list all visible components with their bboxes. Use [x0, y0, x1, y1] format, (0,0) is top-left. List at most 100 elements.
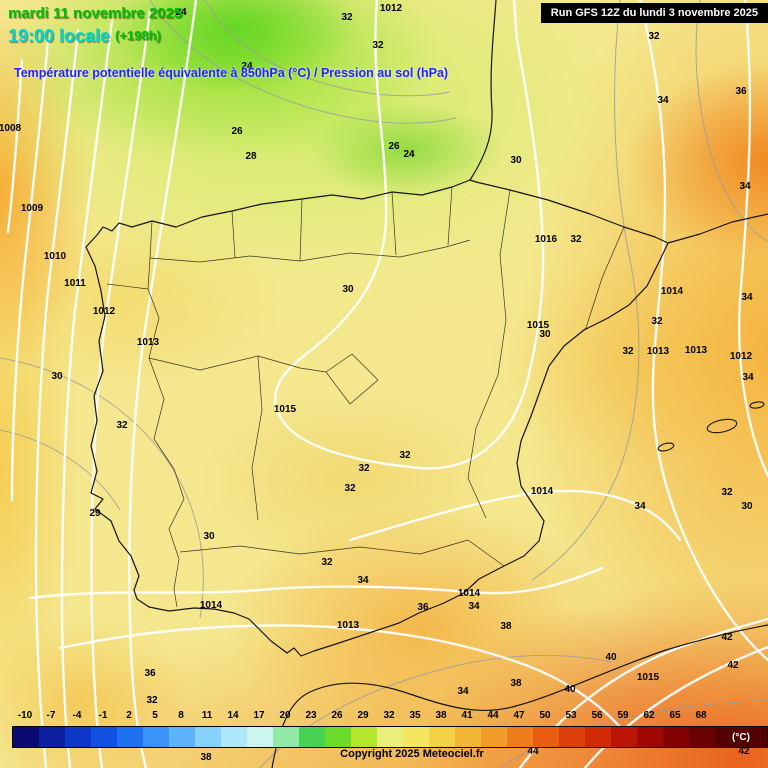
- pressure-label: 1011: [64, 278, 86, 289]
- scale-segment: [351, 727, 377, 747]
- scale-tick-label: 20: [279, 710, 291, 721]
- scale-segment: [559, 727, 585, 747]
- scale-tick-label: 11: [201, 710, 213, 721]
- pressure-label: 1016: [534, 234, 558, 245]
- pressure-label: 1015: [273, 404, 297, 415]
- scale-tick-label: 56: [591, 710, 603, 721]
- temperature-label: 24: [403, 149, 415, 160]
- temperature-label: 32: [372, 40, 384, 51]
- scale-segment: [403, 727, 429, 747]
- scale-tick-label: 38: [435, 710, 447, 721]
- pressure-isobars: [6, 0, 768, 768]
- pressure-label: 1015: [636, 672, 660, 683]
- scale-tick-label: 2: [126, 710, 132, 721]
- temperature-label: 44: [527, 746, 539, 757]
- pressure-label: 1014: [199, 600, 223, 611]
- copyright-label: Copyright 2025 Meteociel.fr: [340, 748, 484, 760]
- temperature-label: 38: [510, 678, 522, 689]
- temperature-label: 34: [468, 601, 480, 612]
- scale-segment: [663, 727, 689, 747]
- pressure-label: 1015: [526, 320, 550, 331]
- pressure-label: 1010: [43, 251, 67, 262]
- temperature-label: 34: [739, 181, 751, 192]
- temperature-label: 24: [175, 7, 187, 18]
- scale-tick-label: -7: [46, 710, 56, 721]
- temperature-label: 36: [144, 668, 156, 679]
- scale-tick-label: 17: [253, 710, 265, 721]
- temperature-label: 32: [321, 557, 333, 568]
- scale-tick-label: 26: [331, 710, 343, 721]
- temperature-label: 26: [231, 126, 243, 137]
- scale-unit-label: (°C): [715, 727, 767, 747]
- temperature-label: 40: [605, 652, 617, 663]
- scale-segment: [507, 727, 533, 747]
- scale-tick-label: 53: [565, 710, 577, 721]
- pressure-label: 1013: [684, 345, 708, 356]
- scale-tick-label: 65: [669, 710, 681, 721]
- temperature-label: 32: [116, 420, 128, 431]
- temperature-label: 29: [89, 508, 101, 519]
- scale-segment: [13, 727, 39, 747]
- temperature-label: 24: [241, 61, 253, 72]
- scale-segment: [273, 727, 299, 747]
- scale-segment: [39, 727, 65, 747]
- forecast-offset-label: (+198h): [115, 28, 161, 43]
- temperature-label: 34: [742, 372, 754, 383]
- scale-segment: [65, 727, 91, 747]
- time-label: 19:00 locale: [8, 26, 111, 46]
- scale-segment: [585, 727, 611, 747]
- temperature-label: 42: [721, 632, 733, 643]
- pressure-label: 1012: [92, 306, 116, 317]
- scale-segment: [117, 727, 143, 747]
- scale-tick-label: 41: [461, 710, 473, 721]
- scale-tick-label: 8: [178, 710, 184, 721]
- pressure-label: 1013: [336, 620, 360, 631]
- temperature-label: 32: [358, 463, 370, 474]
- scale-tick-label: -10: [17, 710, 33, 721]
- scale-segment: [299, 727, 325, 747]
- scale-tick-label: -1: [98, 710, 108, 721]
- ibiza-island: [657, 442, 675, 452]
- scale-segment: [455, 727, 481, 747]
- scale-tick-label: 5: [152, 710, 158, 721]
- time-row: 19:00 locale (+198h): [8, 26, 161, 47]
- temperature-label: 32: [344, 483, 356, 494]
- scale-segment: [533, 727, 559, 747]
- temperature-label: 28: [245, 151, 257, 162]
- temperature-label: 32: [721, 487, 733, 498]
- scale-segment: [195, 727, 221, 747]
- scale-segment: [325, 727, 351, 747]
- scale-segment: [377, 727, 403, 747]
- temperature-label: 32: [651, 316, 663, 327]
- temperature-label: 42: [738, 746, 750, 757]
- scale-segment: [481, 727, 507, 747]
- temperature-label: 32: [622, 346, 634, 357]
- temperature-label: 32: [648, 31, 660, 42]
- temperature-label: 36: [735, 86, 747, 97]
- menorca-island: [749, 401, 765, 409]
- scale-tick-label: 59: [617, 710, 629, 721]
- scale-segment: [143, 727, 169, 747]
- temperature-label: 32: [399, 450, 411, 461]
- temperature-label: 34: [741, 292, 753, 303]
- temperature-label: 32: [146, 695, 158, 706]
- pressure-label: 1012: [379, 3, 403, 14]
- temperature-label: 30: [342, 284, 354, 295]
- scale-tick-label: -4: [72, 710, 82, 721]
- regional-borders: [147, 186, 625, 567]
- scale-segment: [637, 727, 663, 747]
- scale-tick-label: 68: [695, 710, 707, 721]
- scale-segment: [169, 727, 195, 747]
- scale-tick-label: 47: [513, 710, 525, 721]
- run-info-box: Run GFS 12Z du lundi 3 novembre 2025: [540, 3, 768, 23]
- scale-tick-label: 35: [409, 710, 421, 721]
- scale-segment: [689, 727, 715, 747]
- scale-tick-label: 44: [487, 710, 499, 721]
- temperature-label: 30: [741, 501, 753, 512]
- mallorca-island: [706, 418, 738, 434]
- temperature-label: 36: [417, 602, 429, 613]
- pressure-label: 1008: [0, 123, 22, 134]
